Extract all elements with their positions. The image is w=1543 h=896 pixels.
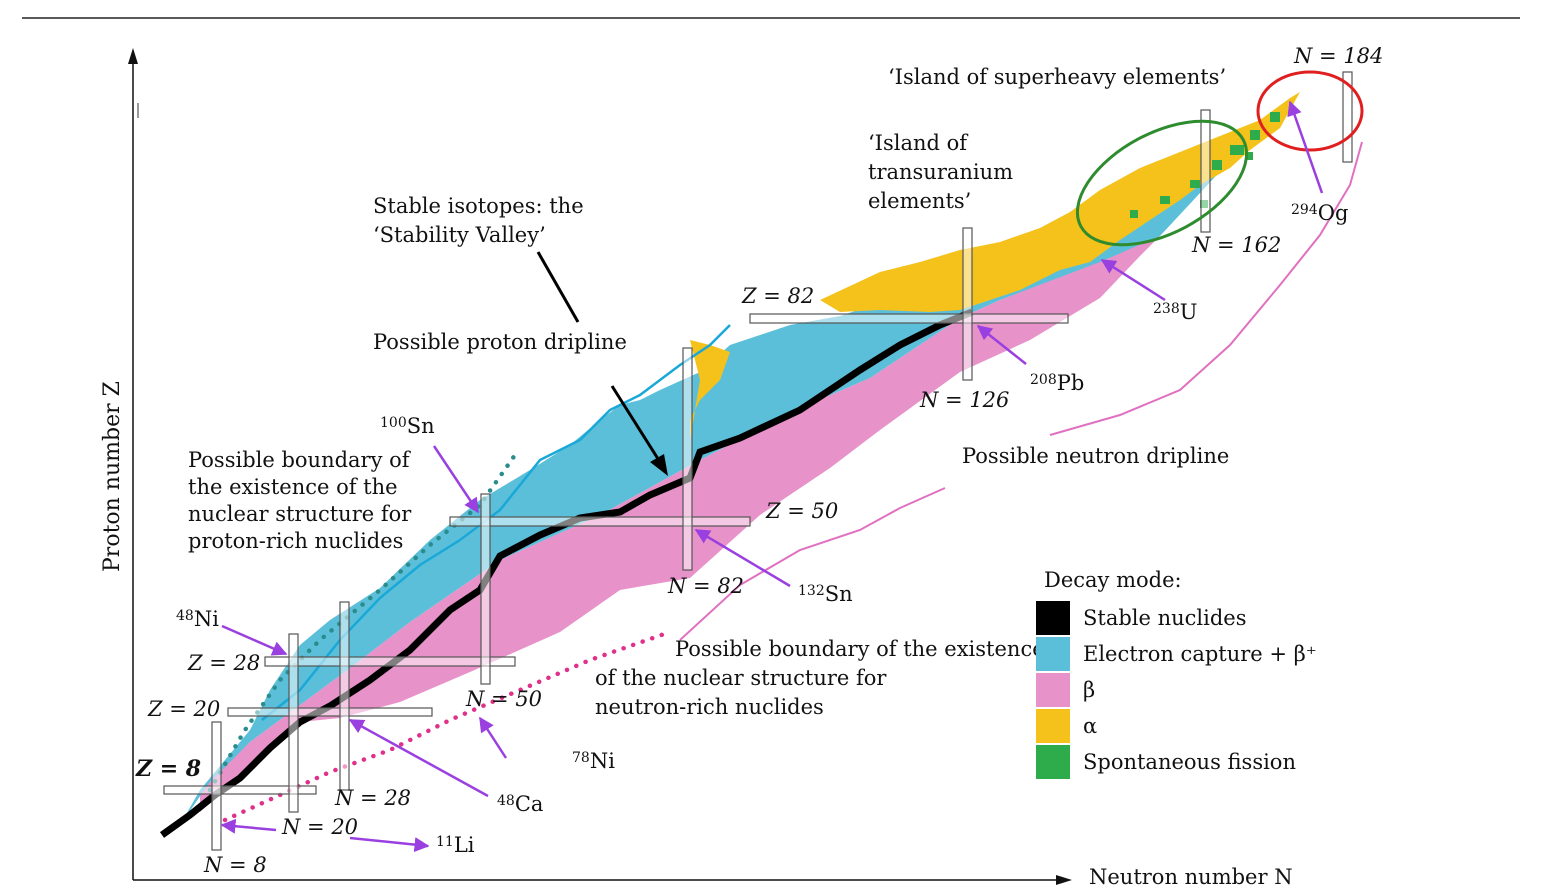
iso-48ca: 48Ca <box>497 792 544 816</box>
annot-transuranium: ‘Island of transuranium elements’ <box>868 131 1014 213</box>
iso-48ni: 48Ni <box>176 607 219 631</box>
legend-item-alpha: α <box>1036 708 1336 744</box>
neutron-dripline-upper <box>1049 141 1363 436</box>
label-n184: N = 184 <box>1294 44 1384 68</box>
iso-132sn: 132Sn <box>798 582 853 606</box>
stable-pointer <box>536 251 580 323</box>
isotope-arrows <box>220 100 1324 853</box>
annot-proton-rich: Possible boundary of the existence of th… <box>188 448 412 553</box>
label-z8: Z = 8 <box>136 756 202 782</box>
legend-item-stable: Stable nuclides <box>1036 600 1336 636</box>
label-n82: N = 82 <box>668 574 745 598</box>
label-z20: Z = 20 <box>148 697 221 721</box>
neutron-dripline <box>679 487 946 641</box>
stability-valley <box>159 308 974 838</box>
legend-item-fission: Spontaneous fission <box>1036 744 1336 780</box>
legend-swatch <box>1036 709 1070 743</box>
legend-swatch <box>1036 637 1070 671</box>
alpha-region <box>690 340 730 440</box>
label-n20: N = 20 <box>282 815 359 839</box>
annot-neutron-dripline: Possible neutron dripline <box>962 444 1230 468</box>
legend-label: β <box>1083 678 1096 702</box>
annot-superheavy: ‘Island of superheavy elements’ <box>888 65 1227 89</box>
iso-208pb: 208Pb <box>1030 371 1085 395</box>
iso-11li: 11Li <box>436 833 475 857</box>
alpha-region-2 <box>820 92 1300 312</box>
y-axis-arrow <box>128 48 138 64</box>
label-z28: Z = 28 <box>188 651 261 675</box>
legend-label: Electron capture + β⁺ <box>1083 642 1317 666</box>
label-z82: Z = 82 <box>742 284 815 308</box>
magic-bars-z <box>163 313 1069 795</box>
legend-item-beta: β <box>1036 672 1336 708</box>
annot-neutron-rich-1: Possible boundary of the existence <box>675 637 1045 661</box>
legend-title: Decay mode: <box>1044 568 1182 592</box>
legend-swatch <box>1036 745 1070 779</box>
legend-label: α <box>1083 714 1098 738</box>
dripline-arrow <box>610 385 662 463</box>
legend: Decay mode: Stable nuclides Electron cap… <box>1036 566 1336 780</box>
annot-stable: Stable isotopes: the ‘Stability Valley’ <box>373 194 584 247</box>
y-axis-label: Proton number Z <box>100 381 125 572</box>
legend-swatch <box>1036 601 1070 635</box>
label-n8: N = 8 <box>204 853 267 877</box>
label-n28: N = 28 <box>335 786 412 810</box>
x-axis-arrow <box>1056 875 1072 885</box>
annot-neutron-rich-2: of the nuclear structure for <box>595 666 887 690</box>
magic-bars-n <box>211 71 1353 851</box>
dripline-arrowhead <box>650 454 668 476</box>
label-z50: Z = 50 <box>766 499 839 523</box>
legend-label: Spontaneous fission <box>1083 750 1296 774</box>
iso-294og: 294Og <box>1291 201 1349 225</box>
iso-238u: 238U <box>1153 300 1198 324</box>
legend-swatch <box>1036 673 1070 707</box>
superheavy-ellipse <box>1256 70 1364 152</box>
iso-78ni: 78Ni <box>572 749 615 773</box>
iso-100sn: 100Sn <box>380 414 435 438</box>
legend-item-ec: Electron capture + β⁺ <box>1036 636 1336 672</box>
x-axis-label: Neutron number N <box>1089 865 1293 889</box>
label-n126: N = 126 <box>920 388 1010 412</box>
annot-proton-dripline: Possible proton dripline <box>373 330 627 354</box>
label-n50: N = 50 <box>466 687 543 711</box>
annot-neutron-rich-3: neutron-rich nuclides <box>595 695 824 719</box>
transuranium-ellipse <box>1075 119 1249 247</box>
legend-label: Stable nuclides <box>1083 606 1247 630</box>
label-n162: N = 162 <box>1192 233 1282 257</box>
